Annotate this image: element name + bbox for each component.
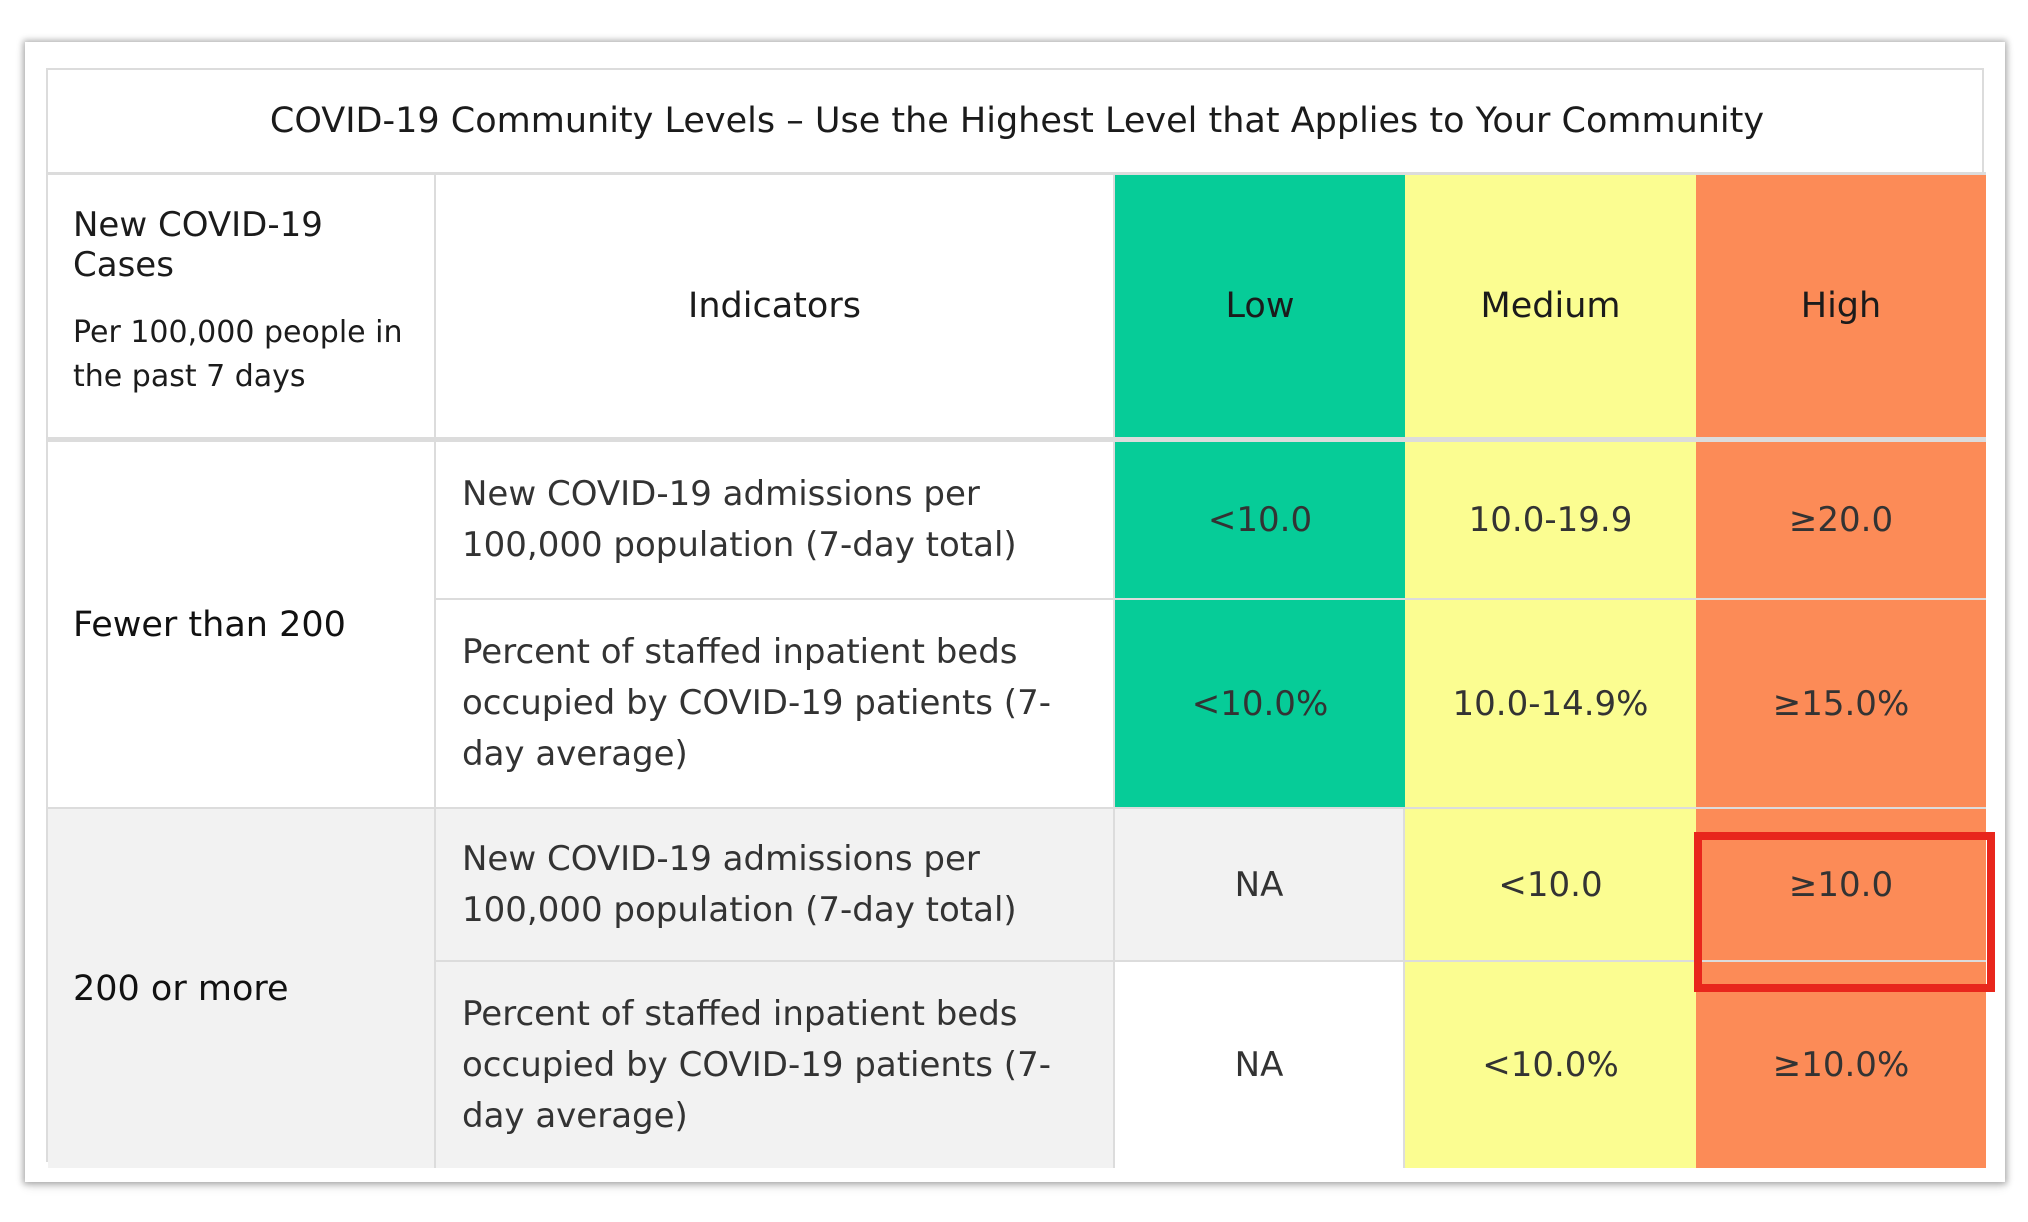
value-medium: <10.0% — [1405, 962, 1696, 1168]
value-low: NA — [1115, 807, 1405, 962]
header-high: High — [1696, 175, 1986, 442]
header-cases-title: New COVID-19 Cases — [73, 205, 323, 285]
group-label-200-or-more: 200 or more — [48, 807, 436, 1168]
value-high: ≥20.0 — [1696, 442, 1986, 600]
header-indicators: Indicators — [436, 175, 1115, 442]
header-medium: Medium — [1405, 175, 1696, 442]
indicator-admissions: New COVID-19 admissions per 100,000 popu… — [436, 442, 1115, 600]
header-cases-subtitle: Per 100,000 people in the past 7 days — [73, 315, 403, 394]
table-title: COVID-19 Community Levels – Use the High… — [48, 70, 1986, 175]
value-high: ≥10.0% — [1696, 962, 1986, 1168]
value-high: ≥10.0 — [1696, 807, 1986, 962]
group-label-fewer-than-200: Fewer than 200 — [48, 442, 436, 807]
indicator-beds: Percent of staffed inpatient beds occupi… — [436, 600, 1115, 807]
value-high: ≥15.0% — [1696, 600, 1986, 807]
community-levels-table: COVID-19 Community Levels – Use the High… — [46, 68, 1986, 1168]
value-low: <10.0% — [1115, 600, 1405, 807]
table-card: COVID-19 Community Levels – Use the High… — [25, 42, 2005, 1182]
value-medium: 10.0-14.9% — [1405, 600, 1696, 807]
value-medium: 10.0-19.9 — [1405, 442, 1696, 600]
value-low: <10.0 — [1115, 442, 1405, 600]
indicator-beds: Percent of staffed inpatient beds occupi… — [436, 962, 1115, 1168]
value-medium: <10.0 — [1405, 807, 1696, 962]
header-new-cases: New COVID-19 Cases Per 100,000 people in… — [48, 175, 436, 442]
value-low: NA — [1115, 962, 1405, 1168]
indicator-admissions: New COVID-19 admissions per 100,000 popu… — [436, 807, 1115, 962]
header-low: Low — [1115, 175, 1405, 442]
